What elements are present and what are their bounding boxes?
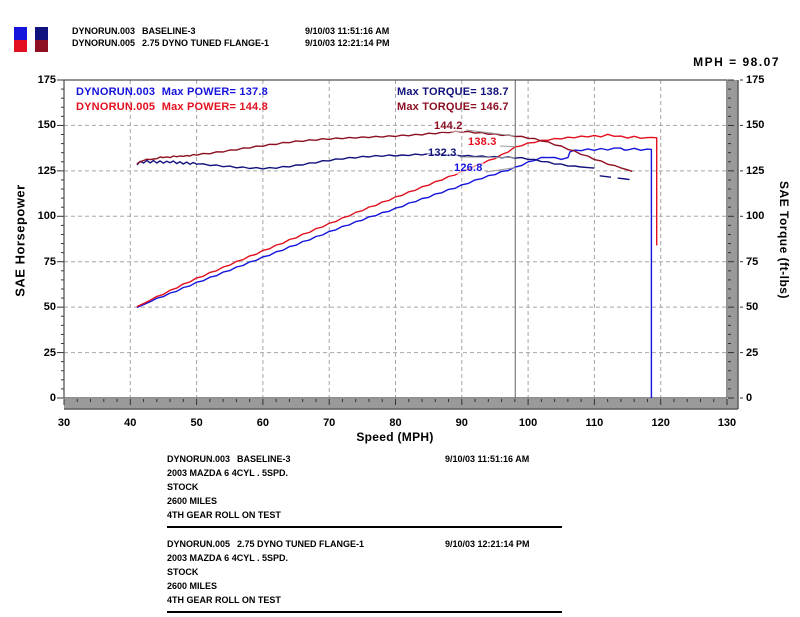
curve-dynorun-005-power-sae-hp- [136,133,658,308]
footer-run-row: DYNORUN.003 BASELINE-3 [167,452,447,466]
y-axis-left-tick-label-125: 125 [37,164,56,177]
run-description: BASELINE-3 [142,26,196,36]
y-axis-right-tick-label-25: 25 [746,346,759,359]
y-axis-left-tick-label-50: 50 [43,301,56,314]
run-file-name: DYNORUN.003 [167,454,231,464]
y-axis-left-tick-label-75: 75 [43,255,56,268]
cursor-value-label: 144.2 [433,120,464,132]
y-axis-right-tick-label-175: 175 [746,74,765,86]
run-file-name: DYNORUN.003 [72,26,136,36]
run-torque-color-swatch [35,27,49,52]
y-axis-left-tick-label-150: 150 [37,119,56,132]
run-detail-line: 2600 MILES [167,581,218,591]
run-file-name: DYNORUN.005 [167,539,231,549]
x-axis-tick-label-50: 50 [190,417,203,429]
run-detail-line: STOCK [167,567,199,577]
curve-fragment [617,177,630,181]
cursor-mph-readout: MPH = 98.07 [693,55,780,69]
y-axis-right-tick-label-125: 125 [746,164,765,177]
legend-entry: Max TORQUE= 146.7 [397,101,509,113]
cursor-label-leader-line [485,167,516,173]
x-axis-tick-label-70: 70 [323,417,336,429]
run-timestamp: 9/10/03 12:21:14 PM [445,539,530,549]
y-axis-right-tick-label-50: 50 [746,301,759,314]
curve-fragment [599,175,612,178]
y-axis-left-tick-label-175: 175 [37,74,56,86]
run-detail-line: 2003 MAZDA 6 4CYL . 5SPD. [167,553,289,563]
x-axis-tick-label-80: 80 [389,417,402,429]
run-description: 2.75 DYNO TUNED FLANGE-1 [237,539,365,549]
curve-dynorun-003-torque-ft-lbs- [136,152,595,170]
y-axis-left-tick-label-100: 100 [37,210,56,223]
run-detail-line: 4TH GEAR ROLL ON TEST [167,595,281,605]
x-axis-tick-label-60: 60 [256,417,270,429]
x-axis-tick-label-130: 130 [717,417,737,429]
run-timestamp: 9/10/03 11:51:16 AM [305,26,390,36]
curve-dynorun-003-power-sae-hp- [136,147,653,398]
run-detail-line: STOCK [167,482,199,492]
run-timestamp: 9/10/03 11:51:16 AM [445,454,530,464]
x-axis-tick-label-30: 30 [57,417,71,429]
x-axis-tick-label-100: 100 [518,417,538,429]
cursor-label-leader-line [465,129,516,137]
cursor-label-leader-line [499,145,516,148]
legend-entry: Max TORQUE= 138.7 [397,86,509,98]
run-detail-line: 2003 MAZDA 6 4CYL . 5SPD. [167,468,289,478]
cursor-label-leader-line [459,156,516,159]
run-description: 2.75 DYNO TUNED FLANGE-1 [142,38,270,48]
x-axis-tick-label-40: 40 [124,417,137,429]
run-description: BASELINE-3 [237,454,291,464]
legend-entry: DYNORUN.003 Max POWER= 137.8 [76,86,268,98]
cursor-value-label: 138.3 [467,136,498,148]
cursor-value-label: 132.3 [427,147,458,159]
footer-separator-line [167,611,562,613]
run-detail-line: 2600 MILES [167,496,218,506]
footer-separator-line [167,526,562,528]
y-axis-right-tick-label-100: 100 [746,210,765,223]
frame-bar-bottom [64,399,738,409]
cursor-value-label: 126.8 [453,162,484,174]
y-axis-left-tick-label-0: 0 [49,392,56,404]
y-axis-right-tick-label-150: 150 [746,119,765,132]
y-axis-left-tick-label-25: 25 [43,346,56,359]
x-axis-tick-label-90: 90 [455,417,468,429]
x-axis-tick-label-120: 120 [651,417,670,429]
run-timestamp: 9/10/03 12:21:14 PM [305,38,390,48]
run-header-row: DYNORUN.003 BASELINE-3 [72,26,402,36]
y-axis-right-tick-label-0: 0 [746,392,753,404]
curve-dynorun-005-torque-ft-lbs- [136,130,633,173]
frame-bar-right [728,80,738,409]
x-axis-title: Speed (MPH) [356,430,434,444]
run-color-swatches [14,27,49,57]
run-header-row: DYNORUN.005 2.75 DYNO TUNED FLANGE-1 [72,38,402,48]
y-axis-right-title: SAE Torque (ft-lbs) [777,181,791,299]
x-axis-tick-label-110: 110 [585,417,604,429]
run-file-name: DYNORUN.005 [72,38,136,48]
plot-border [63,79,728,399]
y-axis-right-tick-label-75: 75 [746,255,759,268]
legend-entry: DYNORUN.005 Max POWER= 144.8 [76,101,268,113]
footer-run-row: DYNORUN.005 2.75 DYNO TUNED FLANGE-1 [167,537,447,551]
run-detail-line: 4TH GEAR ROLL ON TEST [167,510,281,520]
run-power-color-swatch [14,27,27,52]
